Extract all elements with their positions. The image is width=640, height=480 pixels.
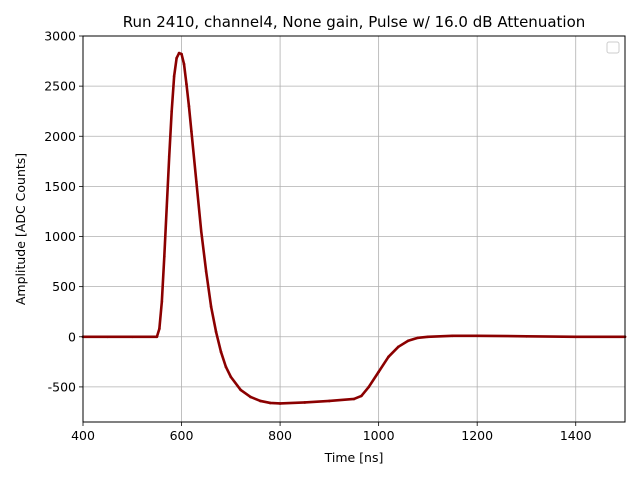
data-point [377,370,380,374]
x-tick-label: 400 [71,428,95,443]
x-axis-label: Time [ns] [324,450,384,465]
data-point [525,334,528,338]
data-point [199,230,203,233]
data-point [249,395,252,399]
data-point [367,385,371,389]
y-tick-label: 2500 [44,79,76,94]
data-point [158,327,161,331]
data-point [185,82,188,86]
data-point [268,401,272,405]
data-point [360,394,363,398]
x-tick-label: 800 [268,428,292,443]
data-point [170,109,173,113]
data-point [229,375,233,379]
data-point [387,355,390,359]
data-point [172,74,176,78]
data-point [190,129,193,133]
data-point [278,402,282,405]
y-tick-label: 0 [68,329,76,344]
x-tick-label: 600 [170,428,194,443]
data-point [451,334,454,338]
data-point [175,56,178,60]
data-point [352,397,356,401]
series-layer [81,51,627,405]
data-point [574,335,578,339]
data-point [163,255,166,258]
data-point [328,399,331,403]
data-point [397,345,400,349]
data-point [214,330,218,334]
data-point [155,335,159,339]
y-tick-label: 3000 [44,29,76,44]
y-axis-label: Amplitude [ADC Counts] [13,153,28,305]
data-point [106,335,109,339]
y-tick-label: 1000 [44,229,76,244]
y-tick-label: 2000 [44,129,76,144]
data-point [187,104,191,108]
data-point [426,335,430,339]
data-point [160,300,164,303]
data-point [130,335,134,339]
data-point [259,399,262,403]
legend [606,41,620,54]
x-tick-label: 1200 [461,428,493,443]
data-point [167,155,171,158]
y-tick-label: -500 [48,379,76,394]
legend-box [606,41,620,54]
data-point [195,180,198,183]
data-point [177,51,181,55]
chart-title: Run 2410, channel4, None gain, Pulse w/ … [123,13,586,31]
y-tick-label: 500 [52,279,76,294]
data-point [475,334,479,338]
plot-frame [82,35,626,423]
data-point [303,401,307,404]
data-point [180,52,183,56]
x-tick-label: 1000 [363,428,395,443]
series-line [81,51,627,405]
grid-lines [82,35,625,422]
data-point [182,62,186,66]
data-point [219,350,223,354]
data-point [209,305,213,309]
x-tick-label: 1400 [560,428,592,443]
y-tick-label: 1500 [44,179,76,194]
data-point [204,270,208,273]
data-point [224,365,228,369]
data-point [165,205,169,208]
data-point [239,388,242,392]
axis-ticks: 400 600 800 1000 1200 1400 -500 0 500 1000 1500 200… [44,29,591,444]
data-point [406,339,410,343]
data-point [416,336,420,340]
